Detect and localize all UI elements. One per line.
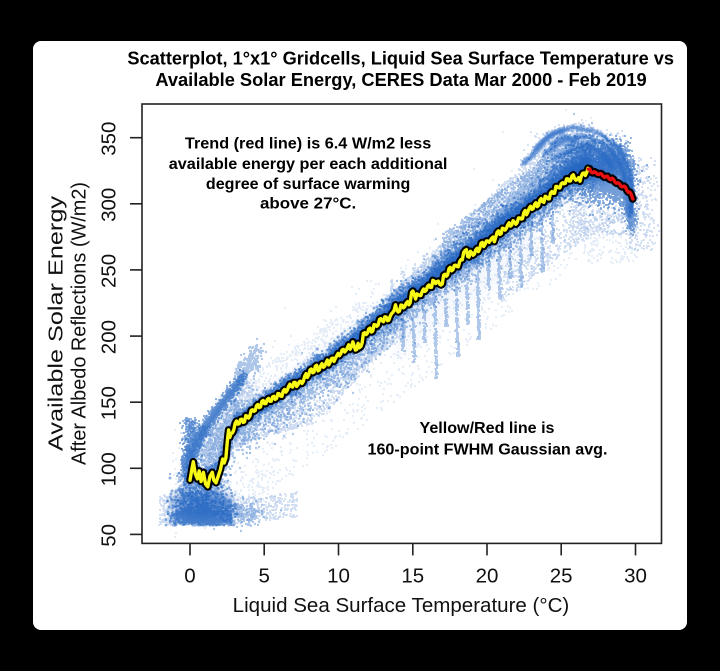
svg-text:300: 300 bbox=[98, 188, 121, 222]
svg-text:Available Solar Energy: Available Solar Energy bbox=[45, 195, 68, 451]
svg-text:Liquid Sea Surface Temperature: Liquid Sea Surface Temperature (°C) bbox=[233, 594, 570, 617]
svg-text:15: 15 bbox=[401, 565, 424, 588]
svg-text:degree of surface warming: degree of surface warming bbox=[206, 176, 410, 193]
svg-text:above 27°C.: above 27°C. bbox=[260, 196, 356, 213]
svg-text:200: 200 bbox=[98, 320, 121, 354]
svg-text:5: 5 bbox=[258, 565, 269, 588]
svg-text:25: 25 bbox=[550, 565, 573, 588]
svg-text:Yellow/Red line is: Yellow/Red line is bbox=[420, 420, 555, 437]
svg-text:Scatterplot, 1°x1° Gridcells,: Scatterplot, 1°x1° Gridcells, Liquid Sea… bbox=[127, 48, 674, 69]
svg-text:250: 250 bbox=[98, 254, 121, 288]
svg-text:30: 30 bbox=[624, 565, 647, 588]
svg-text:available energy per each addi: available energy per each additional bbox=[169, 156, 448, 173]
svg-text:Trend (red line) is 6.4 W/m2 l: Trend (red line) is 6.4 W/m2 less bbox=[185, 136, 431, 153]
svg-text:150: 150 bbox=[98, 386, 121, 420]
svg-text:10: 10 bbox=[327, 565, 350, 588]
svg-text:0: 0 bbox=[184, 565, 195, 588]
svg-text:Available Solar Energy, CERES: Available Solar Energy, CERES Data Mar 2… bbox=[155, 69, 646, 90]
svg-text:100: 100 bbox=[98, 452, 121, 486]
svg-text:After Albedo Reflections (W/m2: After Albedo Reflections (W/m2) bbox=[67, 182, 90, 465]
svg-text:350: 350 bbox=[98, 122, 121, 156]
svg-text:20: 20 bbox=[476, 565, 499, 588]
svg-text:50: 50 bbox=[98, 524, 121, 547]
svg-text:160-point FWHM Gaussian avg.: 160-point FWHM Gaussian avg. bbox=[368, 442, 608, 459]
